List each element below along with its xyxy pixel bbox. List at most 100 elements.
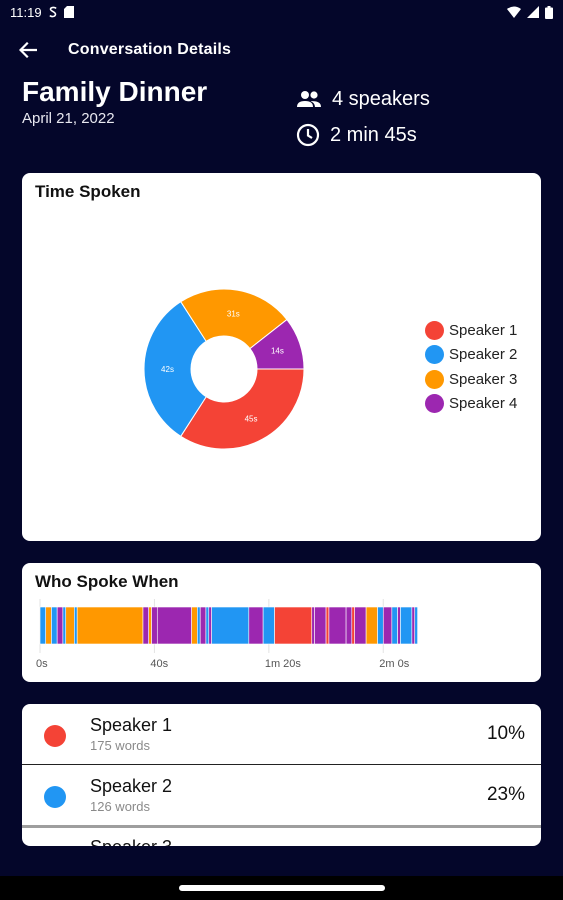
speaker-row-3[interactable]: Speaker 3: [22, 826, 541, 846]
legend-swatch: [425, 394, 444, 414]
timeline-segment: [400, 606, 413, 645]
timeline-segment: [208, 606, 212, 645]
status-time: 11:19: [10, 4, 42, 20]
timeline-segment: [39, 606, 47, 645]
speaker-row-2[interactable]: Speaker 2 126 words 23%: [22, 765, 541, 826]
sd-card-icon: [63, 6, 74, 18]
donut-slice-speaker-1: [180, 368, 305, 450]
speaker-row-1[interactable]: Speaker 1 175 words 10%: [22, 704, 541, 765]
speakers-count: 4 speakers: [296, 88, 430, 111]
timeline-segment: [199, 606, 207, 645]
speakers-label: 4 speakers: [332, 88, 430, 110]
signal-icon: [527, 6, 539, 18]
donut-slice-speaker-4: [249, 318, 305, 370]
speaker-percentage: 23%: [486, 784, 525, 805]
timeline-tick-label: 0s: [36, 658, 48, 670]
donut-slice-speaker-2: [143, 301, 207, 437]
time-spoken-card: Time Spoken 45s 42s 31s 14s Speaker 1 Speake…: [22, 173, 541, 541]
timeline-segment: [377, 606, 384, 645]
home-gesture-handle[interactable]: [179, 885, 385, 891]
legend-item-speaker-4: Speaker 4: [425, 392, 517, 417]
timeline-segment: [205, 606, 210, 645]
status-bar: 11:19: [0, 0, 563, 24]
time-spoken-title: Time Spoken: [35, 182, 141, 201]
time-spoken-donut-chart: 45s 42s 31s 14s: [143, 288, 305, 450]
timeline-tick-label: 1m 20s: [265, 658, 302, 670]
legend-swatch: [425, 369, 444, 389]
arrow-left-icon: [19, 42, 37, 58]
conversation-date: April 21, 2022: [22, 110, 115, 127]
donut-label-speaker-1: 45s: [245, 415, 258, 424]
legend-item-speaker-1: Speaker 1: [425, 318, 517, 343]
app-bar: Conversation Details: [0, 30, 563, 70]
s-sync-icon: [48, 6, 57, 18]
row-divider: [22, 825, 541, 828]
timeline-segment: [382, 606, 393, 645]
people-icon: [297, 90, 321, 107]
timeline-segment: [351, 606, 355, 645]
timeline-segment: [51, 606, 58, 645]
timeline-segment: [354, 606, 367, 645]
battery-icon: [545, 5, 553, 19]
timeline-segment: [345, 606, 353, 645]
duration: 2 min 45s: [296, 123, 417, 147]
row-divider: [22, 764, 541, 765]
timeline-segment: [391, 606, 398, 645]
timeline-segment: [62, 606, 67, 645]
timeline-segment: [65, 606, 75, 645]
timeline-segment: [325, 606, 330, 645]
timeline-segment: [76, 606, 144, 645]
legend-label: Speaker 2: [449, 346, 518, 364]
donut-legend: Speaker 1 Speaker 2 Speaker 3 Speaker 4: [425, 318, 517, 416]
timeline-segment: [151, 606, 158, 645]
timeline-segment: [314, 606, 327, 645]
who-spoke-when-title: Who Spoke When: [35, 572, 179, 591]
legend-item-speaker-2: Speaker 2: [425, 343, 517, 368]
speaker-color-dot: [44, 786, 66, 808]
legend-label: Speaker 3: [449, 370, 518, 388]
speaker-percentage: 10%: [486, 723, 525, 744]
timeline-segment: [56, 606, 64, 645]
legend-item-speaker-3: Speaker 3: [425, 367, 517, 392]
timeline-segment: [414, 606, 418, 645]
timeline-segment: [156, 606, 192, 645]
timeline-segment: [397, 606, 401, 645]
speaker-name: Speaker 2: [90, 776, 173, 796]
speaker-word-count: 126 words: [90, 799, 150, 814]
speaker-name: Speaker 3: [90, 837, 172, 846]
timeline-segment: [45, 606, 52, 645]
donut-slice-speaker-3: [180, 288, 288, 350]
timeline-segment: [365, 606, 378, 645]
donut-label-speaker-2: 42s: [161, 365, 174, 374]
who-spoke-when-card: Who Spoke When 0s 40s 1m 20s 2m 0s: [22, 563, 541, 682]
donut-label-speaker-4: 14s: [271, 347, 284, 356]
timeline-segment: [311, 606, 315, 645]
timeline-segment: [197, 606, 201, 645]
speaker-word-count: 175 words: [90, 738, 150, 753]
timeline-segment: [74, 606, 78, 645]
timeline-segment: [142, 606, 150, 645]
legend-swatch: [425, 320, 444, 340]
legend-label: Speaker 4: [449, 395, 518, 413]
timeline-segment: [191, 606, 198, 645]
timeline-segment: [328, 606, 347, 645]
app-title: Conversation Details: [68, 41, 232, 58]
back-button[interactable]: [14, 36, 42, 64]
duration-label: 2 min 45s: [330, 123, 417, 146]
wifi-icon: [507, 6, 521, 18]
speaker-list: Speaker 1 175 words 10% Speaker 2 126 words 2…: [22, 704, 541, 846]
speaker-name: Speaker 1: [90, 715, 173, 735]
timeline-segment: [411, 606, 416, 645]
legend-swatch: [425, 345, 444, 365]
speaker-color-dot: [44, 725, 66, 747]
timeline-tick-label: 40s: [150, 658, 168, 670]
timeline-tick-label: 2m 0s: [379, 658, 409, 670]
conversation-title: Family Dinner: [22, 76, 208, 107]
timeline-segment: [274, 606, 313, 645]
speaker-timeline-chart: 0s 40s 1m 20s 2m 0s: [36, 599, 418, 670]
donut-label-speaker-3: 31s: [227, 309, 240, 318]
timeline-segment: [248, 606, 264, 645]
timeline-segment: [262, 606, 275, 645]
clock-icon: [296, 123, 320, 147]
timeline-segment: [211, 606, 250, 645]
